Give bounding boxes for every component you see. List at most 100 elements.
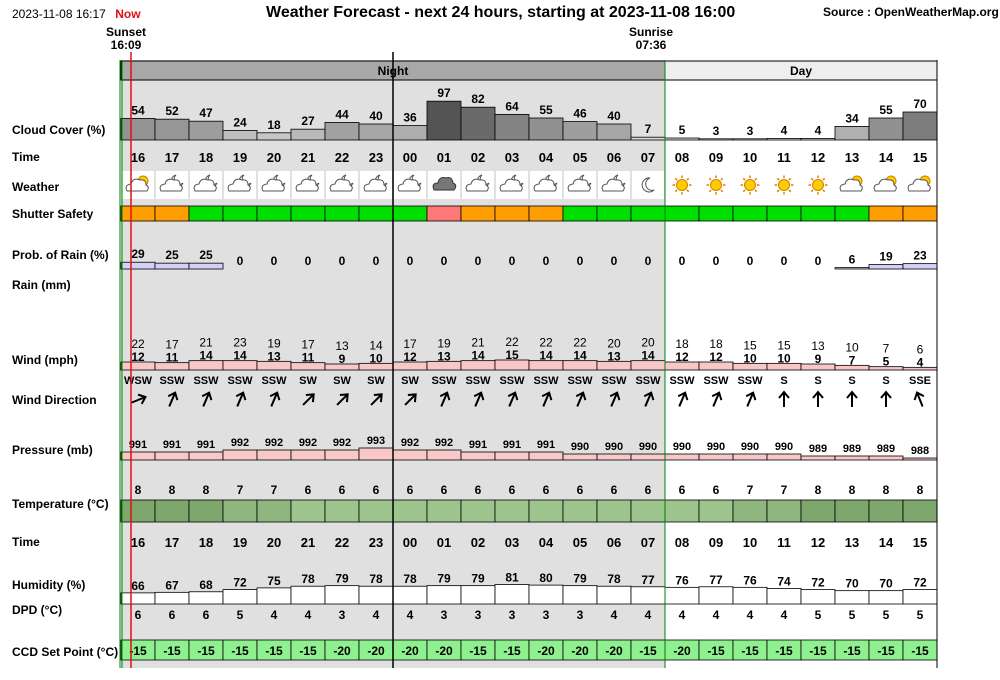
ccd-value: -20 [435, 644, 453, 658]
wind-speed-value: 14 [641, 349, 655, 363]
time-label: 06 [607, 150, 621, 165]
wind-gust-value: 13 [811, 339, 825, 353]
wind-arrow-icon [913, 391, 925, 407]
arrow-shaft [474, 393, 482, 407]
sunset-label: Sunset [106, 25, 147, 39]
shutter-cell [664, 205, 700, 222]
cloud-value: 27 [301, 114, 315, 128]
cloud-value: 40 [607, 109, 621, 123]
pressure-value: 990 [605, 441, 623, 453]
wind-direction-text: S [882, 375, 889, 387]
cloud-shape [329, 178, 353, 192]
cloud-value: 47 [199, 106, 213, 120]
pressure-bar [494, 451, 530, 461]
temperature-cell [698, 499, 734, 523]
temperature-value: 6 [475, 483, 482, 497]
rain-prob-value: 0 [441, 254, 448, 268]
cloud-value: 34 [845, 111, 859, 125]
sun-ray [754, 177, 758, 181]
dpd-value: 6 [135, 608, 142, 622]
cloud-value: 3 [713, 124, 720, 138]
ccd-value: -15 [129, 644, 147, 658]
time-label-bottom: 06 [607, 535, 621, 550]
wind-speed-value: 12 [675, 350, 689, 364]
humidity-bar [698, 586, 734, 605]
sun-ray [822, 177, 826, 181]
temperature-cell [358, 499, 394, 523]
arrow-shaft [270, 393, 278, 407]
dpd-value: 4 [373, 608, 380, 622]
cloud-bar [290, 128, 326, 141]
wind-direction-text: SW [367, 375, 385, 387]
ccd-value: -15 [809, 644, 827, 658]
cloud-bar [664, 137, 700, 141]
label-temperature: Temperature (°C) [12, 497, 109, 511]
ccd-value: -15 [503, 644, 521, 658]
moon-icon [641, 177, 655, 193]
humidity-value: 74 [777, 574, 791, 588]
pressure-value: 992 [265, 437, 283, 449]
time-label: 16 [131, 150, 145, 165]
arrow-shaft [370, 394, 382, 406]
arrow-head [439, 391, 451, 401]
sun-icon [740, 175, 760, 195]
humidity-value: 81 [505, 571, 519, 585]
wind-direction-text: S [848, 375, 855, 387]
temperature-cell [188, 499, 224, 523]
pressure-value: 991 [469, 439, 487, 451]
shutter-cell [460, 205, 496, 222]
sun-ray [674, 177, 678, 181]
wind-gust-value: 14 [369, 338, 383, 352]
wind-direction-text: SSW [533, 375, 559, 387]
time-label-bottom: 05 [573, 535, 587, 550]
temperature-value: 8 [849, 483, 856, 497]
shutter-cell [800, 205, 836, 222]
time-label-bottom: 01 [437, 535, 451, 550]
humidity-value: 78 [607, 572, 621, 586]
shutter-cell [698, 205, 734, 222]
sun-ray [720, 177, 724, 181]
data-source: Source : OpenWeatherMap.org [823, 5, 999, 19]
cloud-bar [154, 118, 190, 141]
cloud-shape [432, 177, 457, 191]
time-label: 17 [165, 150, 179, 165]
wind-direction-text: SW [299, 375, 317, 387]
dpd-value: 6 [169, 608, 176, 622]
wind-direction-text: SSW [703, 375, 729, 387]
wind-speed-value: 15 [505, 348, 519, 362]
day-label: Day [790, 64, 812, 78]
wind-gust-value: 17 [403, 337, 417, 351]
arrow-head [677, 391, 689, 401]
wind-direction-text: SSW [635, 375, 661, 387]
pressure-value: 988 [911, 445, 929, 457]
rain-prob-value: 0 [373, 254, 380, 268]
dpd-value: 5 [917, 608, 924, 622]
temperature-value: 6 [305, 483, 312, 497]
ccd-value: -20 [367, 644, 385, 658]
wind-arrow-icon [473, 391, 485, 407]
sun-ray [708, 177, 712, 181]
cloud-value: 55 [879, 103, 893, 117]
sun-disc [710, 179, 722, 191]
sun-icon [706, 175, 726, 195]
cloud-shape [601, 178, 625, 192]
rain-prob-value: 0 [509, 254, 516, 268]
temperature-value: 8 [203, 483, 210, 497]
shutter-cell [358, 205, 394, 222]
sun-disc [744, 179, 756, 191]
rain-prob-value: 25 [165, 248, 179, 262]
partly-cloudy-night-icon [227, 174, 252, 192]
sunset-time: 16:09 [110, 38, 142, 52]
wind-arrow-icon [711, 391, 723, 407]
page-title: Weather Forecast - next 24 hours, starti… [266, 4, 736, 21]
humidity-bar [902, 589, 938, 605]
humidity-value: 79 [471, 572, 485, 586]
rain-prob-value: 23 [913, 249, 927, 263]
wind-speed-value: 13 [607, 349, 621, 363]
cloud-shape [261, 178, 285, 192]
ccd-value: -15 [877, 644, 895, 658]
ccd-value: -20 [537, 644, 555, 658]
shutter-cell [766, 205, 802, 222]
cloud-bar [426, 100, 462, 141]
time-label: 02 [471, 150, 485, 165]
